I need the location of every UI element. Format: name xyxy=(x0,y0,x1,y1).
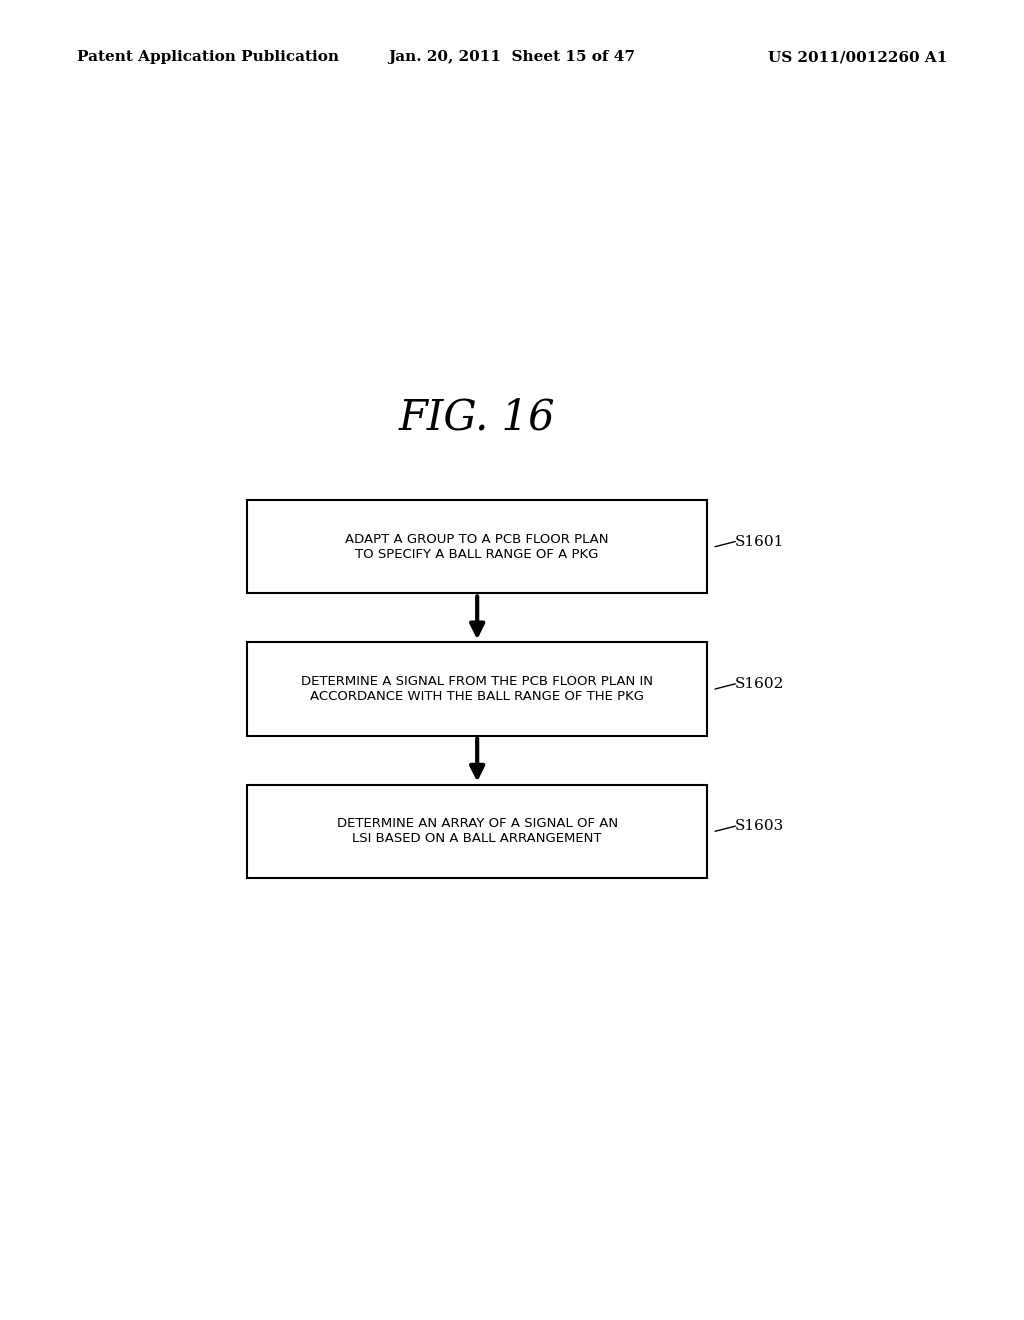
Text: DETERMINE A SIGNAL FROM THE PCB FLOOR PLAN IN
ACCORDANCE WITH THE BALL RANGE OF : DETERMINE A SIGNAL FROM THE PCB FLOOR PL… xyxy=(301,675,653,704)
Text: S1601: S1601 xyxy=(735,535,784,549)
Bar xyxy=(247,643,708,735)
Text: US 2011/0012260 A1: US 2011/0012260 A1 xyxy=(768,50,947,65)
Text: S1603: S1603 xyxy=(735,820,784,833)
Bar xyxy=(247,784,708,878)
Text: S1602: S1602 xyxy=(735,677,784,690)
Text: Jan. 20, 2011  Sheet 15 of 47: Jan. 20, 2011 Sheet 15 of 47 xyxy=(388,50,636,65)
Text: DETERMINE AN ARRAY OF A SIGNAL OF AN
LSI BASED ON A BALL ARRANGEMENT: DETERMINE AN ARRAY OF A SIGNAL OF AN LSI… xyxy=(337,817,617,845)
Text: ADAPT A GROUP TO A PCB FLOOR PLAN
TO SPECIFY A BALL RANGE OF A PKG: ADAPT A GROUP TO A PCB FLOOR PLAN TO SPE… xyxy=(345,533,609,561)
Text: FIG. 16: FIG. 16 xyxy=(399,396,555,438)
Bar xyxy=(247,500,708,594)
Text: Patent Application Publication: Patent Application Publication xyxy=(77,50,339,65)
